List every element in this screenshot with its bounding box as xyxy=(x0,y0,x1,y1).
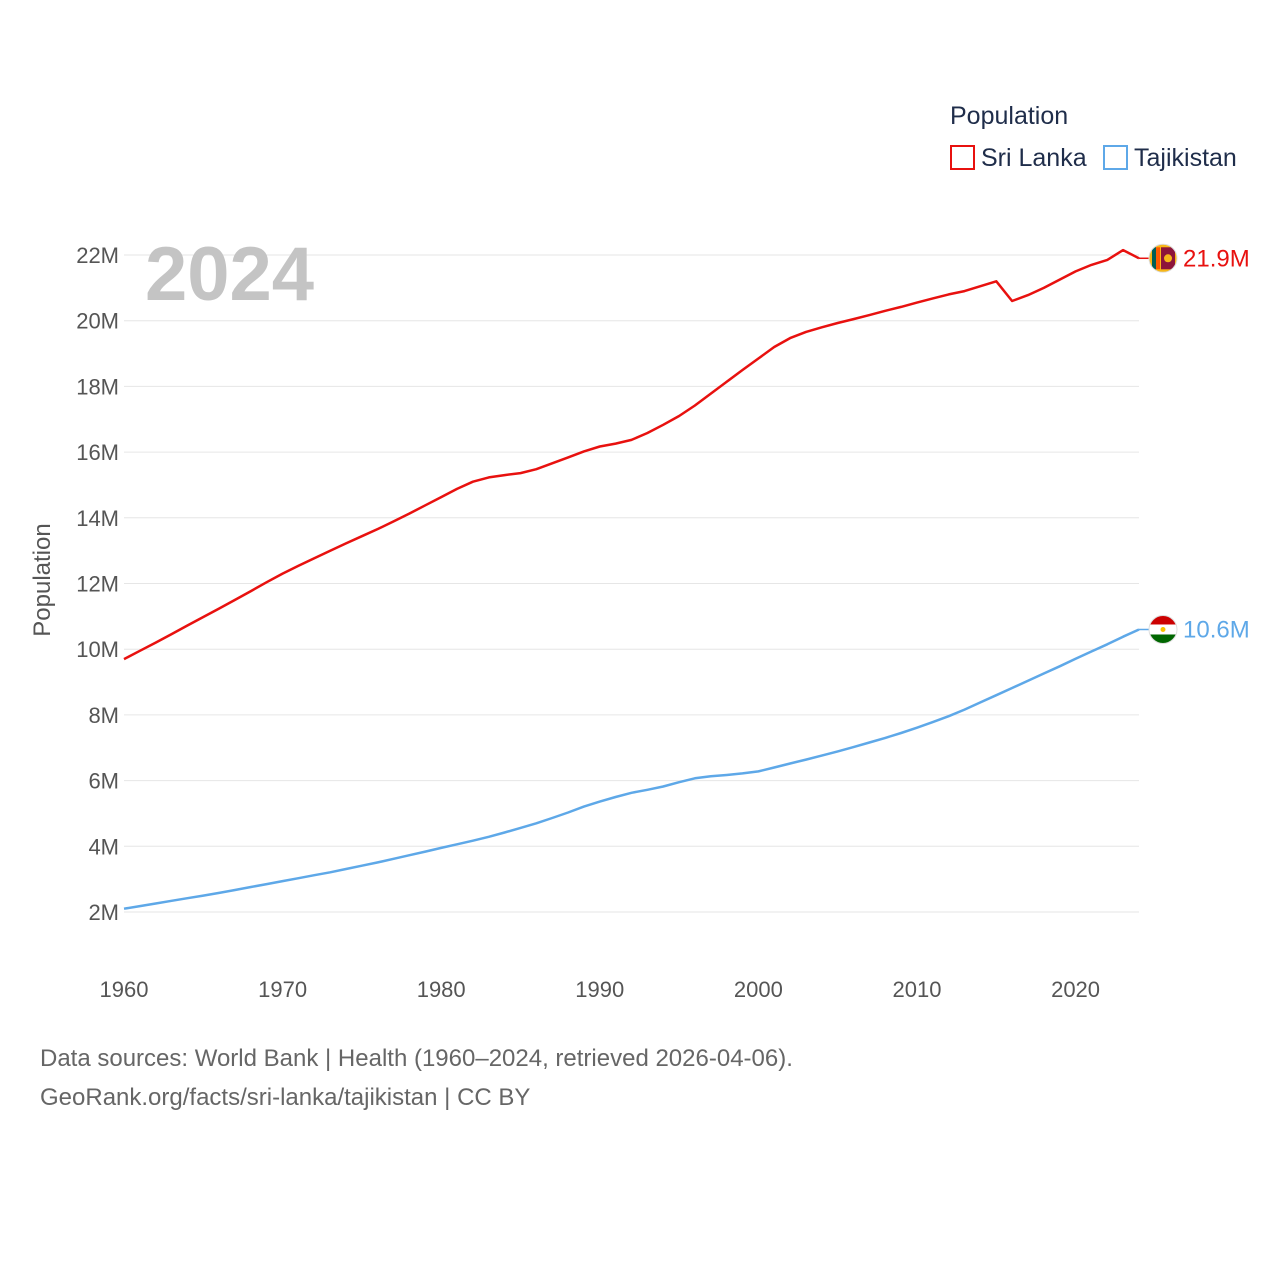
y-tick-label: 4M xyxy=(88,834,119,859)
legend: Population Sri Lanka Tajikistan xyxy=(950,102,1237,172)
y-tick-label: 16M xyxy=(76,440,119,465)
y-tick-label: 12M xyxy=(76,572,119,597)
end-value-label-tajikistan: 10.6M xyxy=(1183,616,1250,643)
legend-item-sri-lanka[interactable]: Sri Lanka xyxy=(950,144,1087,172)
y-tick-label: 8M xyxy=(88,703,119,728)
y-axis-label: Population xyxy=(29,523,56,636)
y-tick-label: 6M xyxy=(88,769,119,794)
legend-label-sri-lanka: Sri Lanka xyxy=(981,144,1087,172)
x-tick-label: 2010 xyxy=(892,977,941,1002)
x-tick-label: 2020 xyxy=(1051,977,1100,1002)
series-lines xyxy=(123,248,1140,910)
series-line-sri-lanka[interactable] xyxy=(123,248,1140,661)
legend-label-tajikistan: Tajikistan xyxy=(1134,144,1237,172)
y-axis-ticks: 2M 4M 6M 8M 10M 12M 14M 16M 18M 20M 22M xyxy=(76,243,119,925)
y-tick-label: 20M xyxy=(76,309,119,334)
x-tick-label: 1970 xyxy=(258,977,307,1002)
sri-lanka-flag-icon xyxy=(1148,243,1178,273)
legend-item-tajikistan[interactable]: Tajikistan xyxy=(1103,144,1237,172)
end-value-label-sri-lanka: 21.9M xyxy=(1183,245,1250,272)
y-tick-label: 14M xyxy=(76,506,119,531)
tajikistan-flag-icon xyxy=(1148,614,1178,644)
source-note: Data sources: World Bank | Health (1960–… xyxy=(40,1045,793,1072)
grid-lines xyxy=(124,254,1139,913)
x-tick-label: 1980 xyxy=(417,977,466,1002)
x-tick-label: 1960 xyxy=(100,977,149,1002)
x-tick-label: 1990 xyxy=(575,977,624,1002)
legend-title: Population xyxy=(950,102,1068,130)
series-end-markers: 21.9M 10.6M xyxy=(1139,243,1250,644)
x-axis-ticks: 1960 1970 1980 1990 2000 2010 2020 xyxy=(100,977,1101,1002)
y-tick-label: 22M xyxy=(76,243,119,268)
legend-swatch-tajikistan xyxy=(1103,145,1128,170)
legend-swatch-sri-lanka xyxy=(950,145,975,170)
x-tick-label: 2000 xyxy=(734,977,783,1002)
source-link[interactable]: GeoRank.org/facts/sri-lanka/tajikistan |… xyxy=(40,1084,531,1111)
y-tick-label: 18M xyxy=(76,374,119,399)
series-line-tajikistan[interactable] xyxy=(123,628,1140,910)
year-label: 2024 xyxy=(145,232,314,317)
y-tick-label: 10M xyxy=(76,637,119,662)
y-tick-label: 2M xyxy=(88,900,119,925)
